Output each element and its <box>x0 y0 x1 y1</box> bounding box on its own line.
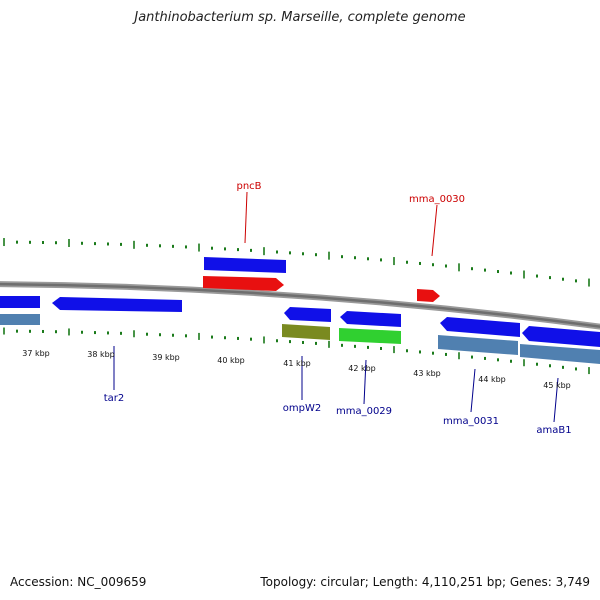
gene-arrow[interactable] <box>440 317 520 337</box>
kbp-label: 38 kbp <box>87 350 115 359</box>
gene-arrow-pncB[interactable] <box>203 276 284 291</box>
kbp-label: 39 kbp <box>152 353 180 362</box>
gene-label-mma_0030[interactable]: mma_0030 <box>409 194 465 205</box>
gene-arrow-pncB-region[interactable] <box>204 257 286 273</box>
gene-arrow[interactable] <box>522 326 600 347</box>
kbp-label: 45 kbp <box>543 381 571 390</box>
gene-label-tar2[interactable]: tar2 <box>104 393 125 404</box>
genome-title: Janthinobacterium sp. Marseille, complet… <box>134 10 466 25</box>
genome-summary-text: Topology: circular; Length: 4,110,251 bp… <box>260 575 590 589</box>
gene-arrow[interactable] <box>284 307 331 322</box>
leader-mma_0031 <box>470 368 476 413</box>
gene-arrow-tar2[interactable] <box>52 297 182 312</box>
gene-arrow-mma_0030[interactable] <box>417 289 440 302</box>
gene-arrow-mma_0031[interactable] <box>438 335 518 355</box>
gene-arrow[interactable] <box>340 311 401 327</box>
leader-mma_0030 <box>431 204 438 257</box>
kbp-label: 37 kbp <box>22 349 50 358</box>
gene-arrow[interactable] <box>0 314 40 325</box>
kbp-label: 44 kbp <box>478 375 506 384</box>
gene-arrow-ompW2[interactable] <box>282 324 330 340</box>
upper-tick-track <box>3 238 590 287</box>
gene-arrow-amaB1[interactable] <box>520 344 600 364</box>
gene-label-mma_0029[interactable]: mma_0029 <box>336 406 392 417</box>
gene-label-mma_0031[interactable]: mma_0031 <box>443 416 499 427</box>
gene-arrow[interactable] <box>0 296 40 308</box>
lower-tick-track <box>3 327 590 375</box>
leader-pncB <box>244 191 248 244</box>
gene-arrow-mma_0029[interactable] <box>339 328 401 344</box>
kbp-label: 42 kbp <box>348 364 376 373</box>
leader-mma_0029 <box>363 359 367 405</box>
gene-label-pncB[interactable]: pncB <box>236 181 261 192</box>
genome-backbone <box>0 282 600 328</box>
kbp-label: 41 kbp <box>283 359 311 368</box>
leader-amaB1 <box>553 377 559 423</box>
kbp-label: 43 kbp <box>413 369 441 378</box>
accession-text: Accession: NC_009659 <box>10 575 147 589</box>
kbp-label: 40 kbp <box>217 356 245 365</box>
gene-label-ompW2[interactable]: ompW2 <box>283 403 321 414</box>
gene-features <box>0 257 600 364</box>
label-leaders <box>113 191 559 423</box>
gene-label-amaB1[interactable]: amaB1 <box>536 425 571 436</box>
